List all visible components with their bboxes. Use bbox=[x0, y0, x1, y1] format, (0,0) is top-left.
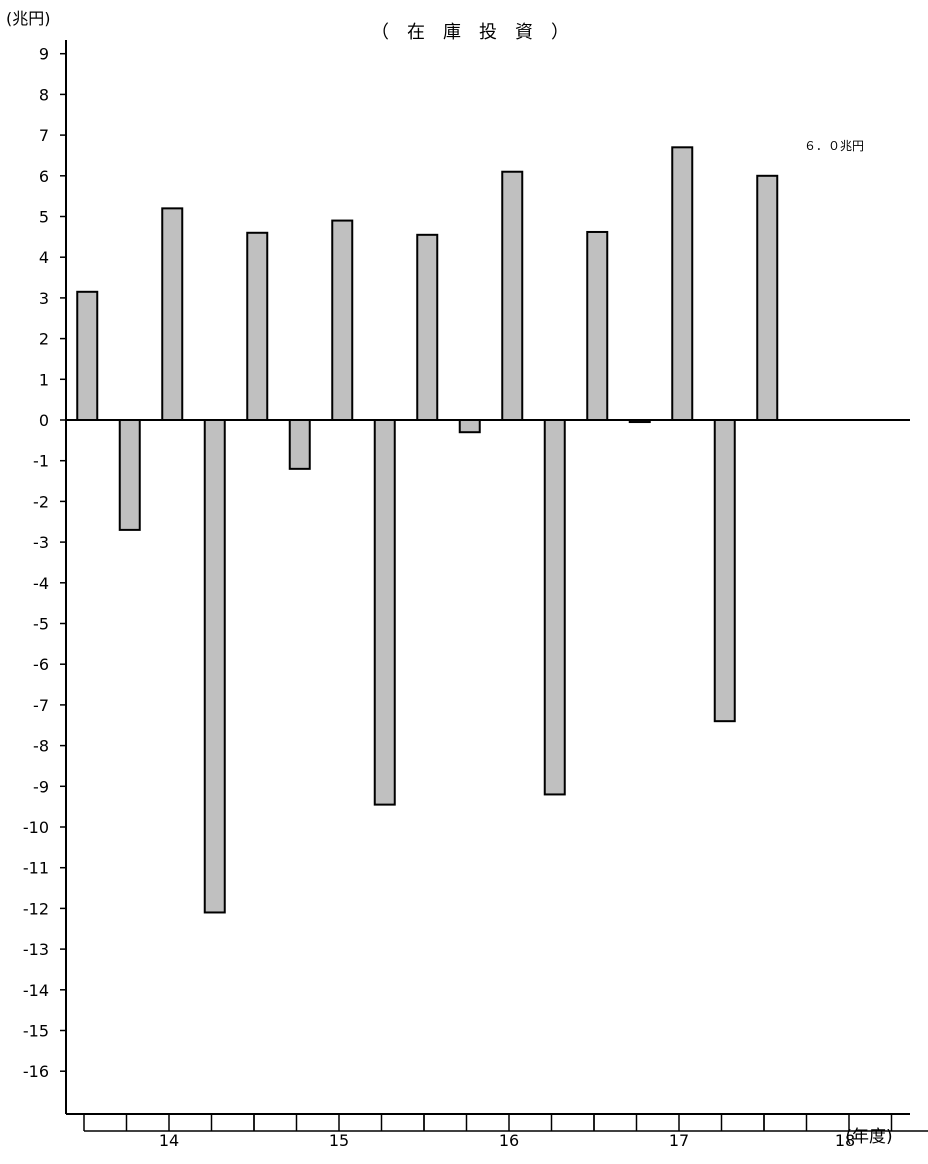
y-tick-label: 7 bbox=[39, 126, 49, 145]
bar bbox=[458, 419, 481, 434]
bar bbox=[586, 230, 609, 421]
bar bbox=[246, 231, 269, 421]
bar bbox=[373, 419, 396, 806]
y-tick-label: 0 bbox=[39, 411, 49, 430]
y-tick-label: -3 bbox=[33, 533, 49, 552]
y-tick-label: 4 bbox=[39, 248, 49, 267]
y-tick-label: -11 bbox=[23, 859, 49, 878]
bar bbox=[416, 233, 439, 421]
y-tick-label: -12 bbox=[23, 899, 49, 918]
y-tick-label: -10 bbox=[23, 818, 49, 837]
x-axis: 14 15 16 17 18 bbox=[66, 1113, 928, 1150]
y-axis: 9 8 7 6 5 4 3 2 1 0 -1 -2 -3 -4 -5 -6 -7 -8 -9 -10 -11 -12 -13… bbox=[23, 40, 910, 1114]
bar bbox=[501, 170, 524, 421]
bar bbox=[161, 207, 184, 421]
y-axis-unit-label: (兆円) bbox=[6, 9, 51, 28]
y-tick-label: -7 bbox=[33, 696, 49, 715]
y-tick-label: -4 bbox=[33, 574, 49, 593]
bar bbox=[331, 219, 354, 421]
bar bbox=[76, 290, 99, 422]
y-tick-label: 1 bbox=[39, 370, 49, 389]
year-label: 16 bbox=[499, 1131, 519, 1150]
year-label: 17 bbox=[669, 1131, 689, 1150]
bar bbox=[671, 146, 694, 421]
y-tick-label: -6 bbox=[33, 655, 49, 674]
bars bbox=[76, 146, 779, 914]
y-tick-label: -8 bbox=[33, 737, 49, 756]
y-tick-label: -15 bbox=[23, 1022, 49, 1041]
y-tick-label: -5 bbox=[33, 615, 49, 634]
x-axis-unit-label: (年度) bbox=[845, 1127, 892, 1147]
year-label: 14 bbox=[159, 1131, 179, 1150]
bar bbox=[288, 419, 311, 470]
y-tick-label: -14 bbox=[23, 981, 49, 1000]
y-tick-label: 5 bbox=[39, 208, 49, 227]
bar bbox=[713, 419, 736, 723]
y-tick-label: 3 bbox=[39, 289, 49, 308]
y-tick-label: -13 bbox=[23, 940, 49, 959]
bar bbox=[756, 174, 779, 421]
chart-title: （ 在 庫 投 資 ） bbox=[371, 22, 569, 43]
y-tick-label: 6 bbox=[39, 167, 49, 186]
year-label: 15 bbox=[329, 1131, 349, 1150]
y-tick-label: 9 bbox=[39, 45, 49, 64]
bar bbox=[203, 419, 226, 914]
bar bbox=[628, 419, 651, 424]
y-tick-label: 2 bbox=[39, 330, 49, 349]
y-tick-label: 8 bbox=[39, 85, 49, 104]
bar bbox=[543, 419, 566, 796]
year-label: 18 bbox=[835, 1131, 855, 1150]
y-tick-label: -1 bbox=[33, 452, 49, 471]
y-tick-label: -9 bbox=[33, 777, 49, 796]
y-tick-label: -2 bbox=[33, 492, 49, 511]
bar bbox=[118, 419, 141, 531]
latest-value-annotation: ６．０兆円 bbox=[804, 139, 864, 153]
y-tick-label: -16 bbox=[23, 1062, 49, 1081]
